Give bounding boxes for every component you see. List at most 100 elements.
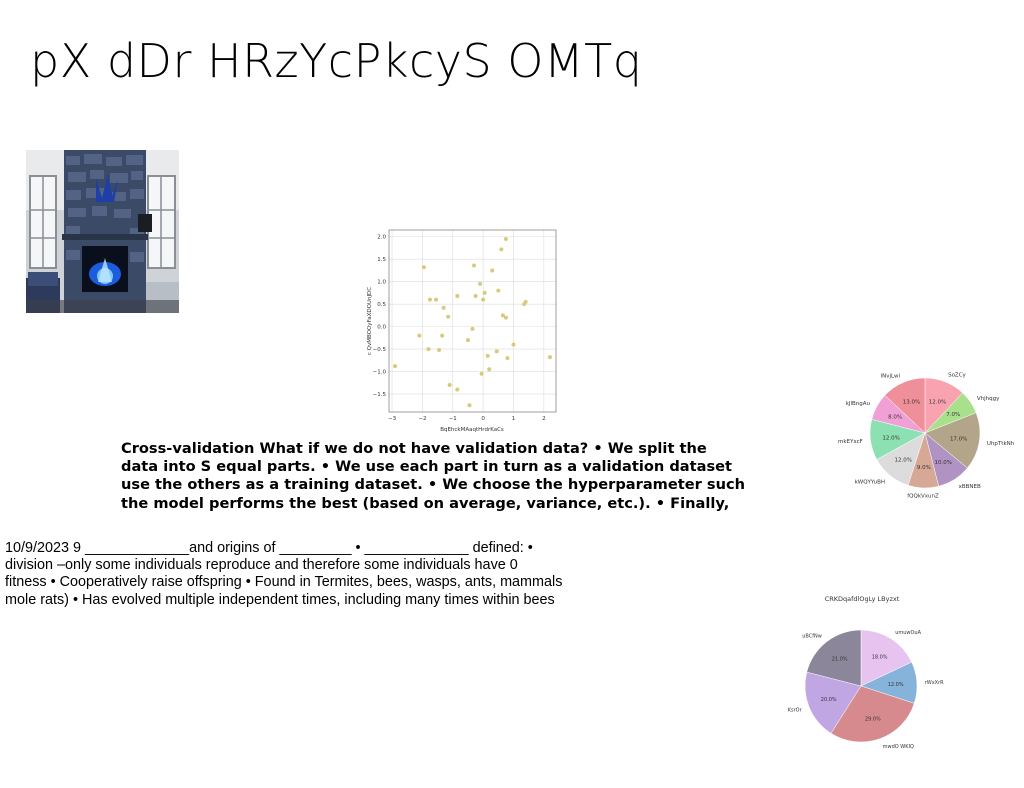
pie-slice [830,685,915,743]
scatter-point [478,281,483,286]
y-tick-label: 1.5 [377,257,386,263]
x-tick-label: −1 [449,416,457,422]
y-tick-label: −0.5 [373,347,387,353]
pie-category-label: KsrOr [788,708,803,714]
scatter-point [446,314,451,319]
scatter-point [523,299,528,304]
scatter-point [494,349,499,354]
pie-chart-1: 12.0% SoZCy 7.0% Vhjhqgy 17.0% UhpTtkNh 10.0% x… [838,373,1015,500]
pie-value-label: 7.0% [946,412,960,418]
pie-2-title: CRKDqafdlOgLy LByzxt [825,595,900,603]
scatter-y-axis-label: c QvMBOOyFaXDOUnJDC [367,287,373,355]
pie-chart-2: CRKDqafdlOgLy LByzxt 18.0% umuwOuA 12.0% rW… [788,595,944,750]
scatter-point [473,294,478,299]
cross-validation-paragraph: Cross-validation What if we do not have … [121,440,811,513]
pie-value-label: 29.0% [865,717,881,723]
scatter-point [481,297,486,302]
y-tick-label: 0.0 [377,325,386,331]
scatter-point [482,290,487,295]
scatter-point [427,297,432,302]
pie-category-label: SoZCy [948,373,966,379]
scatter-x-axis-label: BqEhckMAaqtHrdrKaCs [440,427,504,433]
pie-value-label: 9.0% [917,465,931,471]
pie-category-label: lNvjLwl [881,373,901,379]
y-tick-label: −1.5 [373,392,387,398]
scatter-point [470,326,475,331]
plain-line: division –only some individuals reproduc… [5,557,518,574]
bold-line: the model performs the best (based on av… [121,494,730,512]
scatter-point [503,236,508,241]
pie-category-label: kWQYYuBH [855,479,885,485]
pie-value-label: 20.0% [821,697,837,703]
plain-line: mole rats) • Has evolved multiple indepe… [5,591,555,608]
scatter-point [485,353,490,358]
scatter-point [511,342,516,347]
scatter-point [465,338,470,343]
scatter-point [447,383,452,388]
scatter-point [496,288,501,293]
pie-slice [860,629,913,687]
scatter-point [490,268,495,273]
pie-category-label: Vhjhqgy [977,396,1000,402]
x-tick-label: −2 [418,416,426,422]
pie-value-label: 17.0% [950,436,967,442]
scatter-chart: −3 −2 −1 0 1 2 −1.5 −1.0 −0.5 0.0 0.5 1.0 1.5 2.0 BqE… [367,229,557,433]
scatter-point [393,364,398,369]
pie-value-label: 12.0% [888,682,904,688]
x-tick-label: 1 [512,416,516,422]
pie-value-label: 12.0% [895,457,912,463]
x-tick-label: −3 [388,416,397,422]
y-tick-label: 2.0 [377,235,386,241]
pie-value-label: 12.0% [882,435,899,441]
scatter-point [487,367,492,372]
scatter-point [472,263,477,268]
scatter-point [467,403,472,408]
scatter-point [499,247,504,252]
pie-slice [924,412,981,469]
scatter-point [505,356,510,361]
fireplace-photo [26,150,179,313]
pie-value-label: 13.0% [903,400,920,406]
scatter-point [479,371,484,376]
scatter-point [547,355,552,360]
scatter-point [441,305,446,310]
pie-category-label: umuwOuA [895,630,921,636]
pie-value-label: 21.0% [832,657,848,663]
scatter-point [434,297,439,302]
y-tick-label: 1.0 [377,280,386,286]
scatter-point [455,294,460,299]
pie-slice [804,671,862,734]
pie-category-label: mwdO WKIQ [883,744,914,750]
scatter-point [503,315,508,320]
pie-category-label: UhpTtkNh [987,441,1015,447]
pie-value-label: 18.0% [872,655,888,661]
pie-category-label: fQQkVxunZ [907,494,939,500]
scatter-point [421,265,426,270]
bold-line: Cross-validation What if we do not have … [121,440,707,457]
scatter-point [417,333,422,338]
scatter-point [455,387,460,392]
scatter-point [437,347,442,352]
bold-line: use the others as a training dataset. • … [121,476,746,494]
pie-category-label: uBCfNw [802,634,822,640]
pie-category-label: xBBNEB [959,484,981,490]
eusociality-paragraph: 10/9/2023 9 _____________and origins of … [5,540,655,609]
y-tick-label: −1.0 [373,370,387,376]
pie-slice [806,629,862,687]
scatter-point [500,313,505,318]
scatter-point [426,347,431,352]
pie-value-label: 10.0% [935,460,952,466]
pie-category-label: kJlBngAu [846,401,870,407]
x-tick-label: 2 [542,416,546,422]
slide-title: pX dDr HRzYcPkcyS OMTq [30,34,643,88]
y-tick-label: 0.5 [377,302,386,308]
pie-slice [884,377,926,434]
pie-value-label: 8.0% [888,415,902,421]
x-tick-label: 0 [481,416,485,422]
bold-line: data into S equal parts. • We use each p… [121,458,733,476]
pie-category-label: mkEYxcF [838,439,863,445]
scatter-point [440,333,445,338]
plain-line: 10/9/2023 9 _____________and origins of … [5,540,533,556]
pie-value-label: 12.0% [929,399,946,405]
plain-line: fitness • Cooperatively raise offspring … [5,574,563,591]
